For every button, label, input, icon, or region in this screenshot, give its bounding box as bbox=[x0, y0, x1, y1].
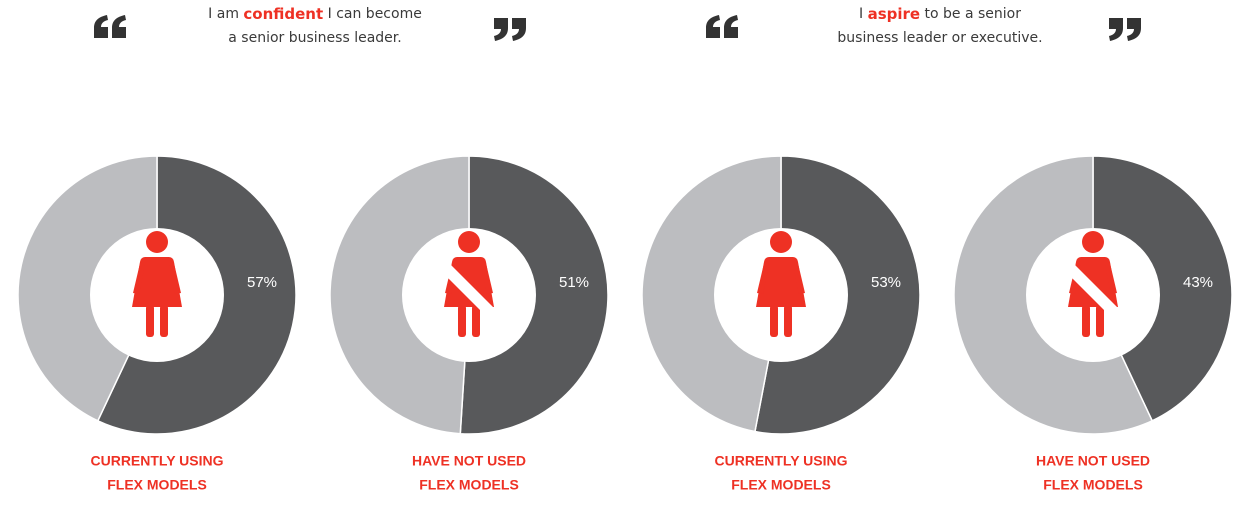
icon-leg bbox=[160, 305, 168, 337]
icon-head bbox=[770, 231, 792, 253]
quote-mark-stroke bbox=[494, 18, 508, 41]
quote-mark-stroke bbox=[94, 15, 108, 38]
woman-icon bbox=[435, 231, 499, 337]
icon-dress bbox=[444, 257, 494, 307]
icon-leg bbox=[458, 305, 466, 337]
icon-slash bbox=[1059, 257, 1123, 321]
icon-arm bbox=[757, 259, 769, 294]
caption: CURRENTLY USING bbox=[90, 453, 223, 469]
caption: CURRENTLY USING bbox=[714, 453, 847, 469]
icon-dress bbox=[756, 257, 806, 307]
icon-leg bbox=[146, 305, 154, 337]
icon-head bbox=[146, 231, 168, 253]
icon-dress bbox=[1068, 257, 1118, 307]
quote-text: I can become bbox=[323, 6, 422, 22]
caption: FLEX MODELS bbox=[419, 477, 519, 493]
icon-leg bbox=[770, 305, 778, 337]
woman-icon bbox=[756, 231, 806, 337]
quote-mark-stroke bbox=[1109, 18, 1123, 41]
quote-text: I am bbox=[208, 6, 243, 22]
icon-arm bbox=[169, 259, 181, 294]
quote-mark-stroke bbox=[724, 15, 738, 38]
icon-head bbox=[458, 231, 480, 253]
icon-head bbox=[1082, 231, 1104, 253]
quote-mark bbox=[1109, 18, 1141, 41]
value-label: 51% bbox=[559, 274, 589, 291]
icon-dress bbox=[132, 257, 182, 307]
woman-icon bbox=[132, 231, 182, 337]
icon-leg bbox=[1082, 305, 1090, 337]
value-label: 57% bbox=[247, 274, 277, 291]
pie-segment bbox=[1092, 155, 1233, 422]
caption: FLEX MODELS bbox=[107, 477, 207, 493]
icon-leg bbox=[472, 305, 480, 337]
quote-line: I aspire to be a senior bbox=[859, 5, 1021, 23]
quote-text: to be a senior bbox=[920, 6, 1021, 22]
caption: HAVE NOT USED bbox=[412, 453, 526, 469]
quote-emphasis: confident bbox=[243, 5, 323, 23]
quote-mark bbox=[94, 15, 126, 38]
quote-mark bbox=[706, 15, 738, 38]
quote-mark-stroke bbox=[1127, 18, 1141, 41]
quote-mark bbox=[494, 18, 526, 41]
pie-segment bbox=[17, 155, 158, 422]
value-label: 43% bbox=[1183, 274, 1213, 291]
quote-text: I bbox=[859, 6, 868, 22]
caption: HAVE NOT USED bbox=[1036, 453, 1150, 469]
pie-segment bbox=[641, 155, 782, 433]
quote-line: I am confident I can become bbox=[208, 5, 422, 23]
icon-arm bbox=[1105, 259, 1117, 294]
icon-arm bbox=[133, 259, 145, 294]
icon-leg bbox=[1096, 305, 1104, 337]
icon-leg bbox=[784, 305, 792, 337]
icon-arm bbox=[481, 259, 493, 294]
quote-emphasis: aspire bbox=[868, 5, 921, 23]
quote-mark-stroke bbox=[706, 15, 720, 38]
quote-mark-stroke bbox=[512, 18, 526, 41]
value-label: 53% bbox=[871, 274, 901, 291]
woman-icon bbox=[1059, 231, 1123, 337]
icon-slash bbox=[435, 257, 499, 321]
pie-segment bbox=[329, 155, 470, 435]
quote-mark-stroke bbox=[112, 15, 126, 38]
quote-line: a senior business leader. bbox=[228, 30, 401, 46]
quote-line: business leader or executive. bbox=[837, 30, 1042, 46]
caption: FLEX MODELS bbox=[731, 477, 831, 493]
icon-arm bbox=[793, 259, 805, 294]
caption: FLEX MODELS bbox=[1043, 477, 1143, 493]
